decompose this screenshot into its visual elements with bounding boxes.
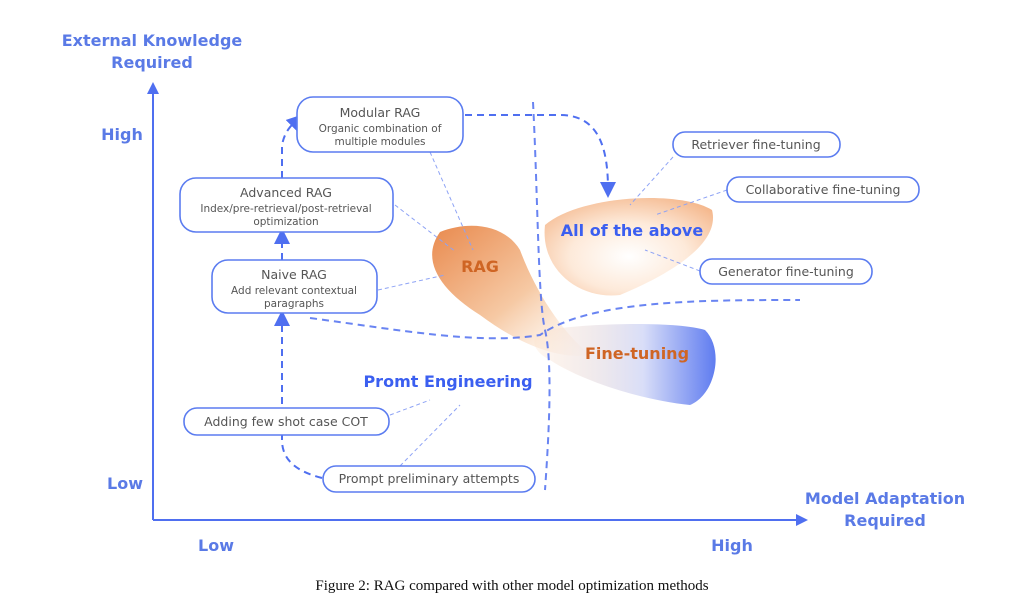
x-axis-arrow-icon — [796, 514, 808, 526]
advanced-rag-desc-1: Index/pre-retrieval/post-retrieval — [200, 203, 371, 215]
naive-rag-desc-2: paragraphs — [264, 298, 324, 310]
advanced-to-modular-arrow — [281, 114, 303, 178]
advanced-rag-desc-2: optimization — [253, 216, 318, 228]
naive-rag-desc-1: Add relevant contextual — [231, 285, 357, 297]
prompt-to-naive-arrow — [274, 310, 323, 479]
prompt-preliminary-label: Prompt preliminary attempts — [339, 471, 520, 486]
advanced-rag-title: Advanced RAG — [240, 185, 332, 200]
modular-rag-desc-1: Organic combination of — [319, 123, 442, 135]
prompt-preliminary-box: Prompt preliminary attempts — [322, 465, 536, 493]
x-axis-title-2: Required — [844, 511, 926, 530]
naive-rag-title: Naive RAG — [261, 267, 327, 282]
connector — [399, 404, 461, 467]
generator-box: Generator fine-tuning — [699, 258, 873, 285]
x-axis-high: High — [711, 536, 753, 555]
y-axis-low: Low — [107, 474, 143, 493]
x-axis-title-1: Model Adaptation — [805, 489, 965, 508]
retriever-label: Retriever fine-tuning — [691, 137, 820, 152]
modular-rag-box: Modular RAG Organic combination of multi… — [296, 96, 464, 153]
naive-rag-box: Naive RAG Add relevant contextual paragr… — [211, 259, 378, 314]
retriever-box: Retriever fine-tuning — [672, 131, 841, 158]
all-of-above-label: All of the above — [561, 221, 704, 240]
modular-to-all-arrow — [465, 114, 616, 198]
connector — [377, 274, 446, 291]
collaborative-label: Collaborative fine-tuning — [746, 182, 901, 197]
fine-tuning-region — [534, 324, 716, 405]
all-of-above-region — [544, 198, 714, 296]
y-axis-title-2: Required — [111, 53, 193, 72]
prompt-engineering-label: Promt Engineering — [363, 372, 532, 391]
fine-tuning-label: Fine-tuning — [585, 344, 689, 363]
connector — [389, 399, 431, 416]
modular-rag-title: Modular RAG — [340, 105, 421, 120]
generator-label: Generator fine-tuning — [718, 264, 854, 279]
connector — [654, 189, 728, 216]
advanced-rag-box: Advanced RAG Index/pre-retrieval/post-re… — [179, 177, 394, 233]
connector — [394, 204, 457, 253]
few-shot-label: Adding few shot case COT — [204, 414, 368, 429]
rag-label: RAG — [461, 257, 499, 276]
connector — [644, 249, 701, 272]
figure-caption: Figure 2: RAG compared with other model … — [315, 578, 708, 594]
x-axis-low: Low — [198, 536, 234, 555]
modular-rag-desc-2: multiple modules — [334, 136, 425, 148]
few-shot-box: Adding few shot case COT — [183, 407, 390, 436]
y-axis-arrow-icon — [147, 82, 159, 94]
collaborative-box: Collaborative fine-tuning — [726, 176, 920, 203]
y-axis-high: High — [101, 125, 143, 144]
rag-region — [432, 225, 590, 356]
horizontal-divider-curve — [309, 299, 801, 340]
connector — [429, 151, 474, 251]
connector — [629, 156, 674, 206]
y-axis-title-1: External Knowledge — [62, 31, 243, 50]
